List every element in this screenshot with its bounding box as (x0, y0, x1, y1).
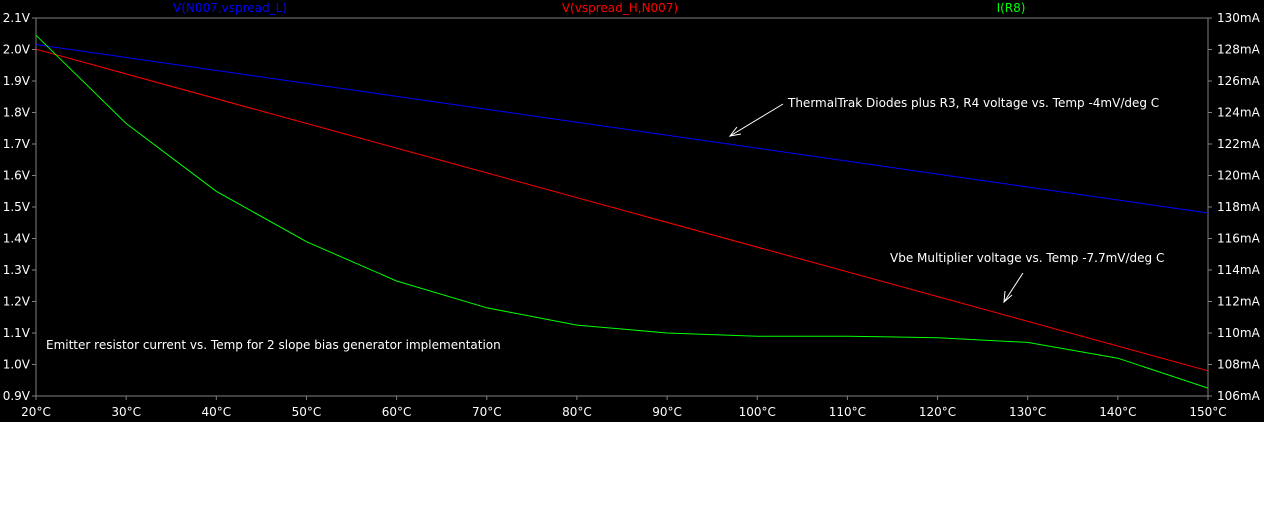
series-line-1[interactable] (35, 48, 1209, 372)
y-left-tick-label: 0.9V (3, 389, 31, 403)
y-left-tick-label: 1.2V (3, 295, 31, 309)
annotation-arrow-1 (1003, 272, 1024, 303)
annotation-arrow-0 (729, 103, 784, 137)
legend-series-2[interactable]: I(R8) (997, 1, 1026, 15)
x-tick-label: 150°C (1189, 405, 1226, 419)
x-tick-label: 60°C (382, 405, 412, 419)
y-right-tick-label: 128mA (1217, 43, 1261, 57)
y-right-tick-label: 112mA (1217, 295, 1261, 309)
y-right-tick-label: 110mA (1217, 326, 1261, 340)
x-tick-label: 40°C (201, 405, 231, 419)
x-tick-label: 140°C (1099, 405, 1136, 419)
y-left-tick-label: 1.8V (3, 106, 31, 120)
x-tick-label: 130°C (1009, 405, 1046, 419)
x-tick-label: 30°C (111, 405, 141, 419)
annotation-arrowhead-1 (1003, 290, 1013, 304)
y-left-tick-label: 1.5V (3, 200, 31, 214)
y-right-tick-label: 124mA (1217, 106, 1261, 120)
x-tick-label: 80°C (562, 405, 592, 419)
legend-series-1[interactable]: V(vspread_H,N007) (562, 1, 678, 15)
y-right-tick-label: 122mA (1217, 137, 1261, 151)
legend-series-0[interactable]: V(N007,vspread_L) (173, 1, 287, 15)
x-tick-label: 20°C (21, 405, 51, 419)
y-right-tick-label: 106mA (1217, 389, 1261, 403)
y-left-tick-label: 1.9V (3, 74, 31, 88)
y-right-tick-label: 116mA (1217, 232, 1261, 246)
series-layer (35, 34, 1209, 389)
annotation-emitter-current: Emitter resistor current vs. Temp for 2 … (46, 338, 501, 352)
y-left-tick-label: 1.1V (3, 326, 31, 340)
x-tick-label: 100°C (739, 405, 776, 419)
y-left-tick-label: 2.1V (3, 11, 31, 25)
y-left-tick-label: 1.7V (3, 137, 31, 151)
y-left-tick-label: 1.6V (3, 169, 31, 183)
annotation-vbe-multiplier: Vbe Multiplier voltage vs. Temp -7.7mV/d… (890, 251, 1164, 265)
tick-layer: 20°C 30°C 40°C 50°C 60°C 70°C 80°C 90°C 100°C 110… (3, 11, 1261, 419)
plot-area: 20°C 30°C 40°C 50°C 60°C 70°C 80°C 90°C 100°C 110… (0, 0, 1264, 422)
y-right-tick-label: 130mA (1217, 11, 1261, 25)
series-line-0[interactable] (35, 44, 1209, 214)
y-left-tick-label: 1.4V (3, 232, 31, 246)
annotation-arrowhead-0 (728, 126, 742, 137)
x-tick-label: 120°C (919, 405, 956, 419)
y-left-tick-label: 2.0V (3, 43, 31, 57)
x-tick-label: 70°C (472, 405, 502, 419)
y-right-tick-label: 114mA (1217, 263, 1261, 277)
x-tick-label: 50°C (292, 405, 322, 419)
y-right-tick-label: 120mA (1217, 169, 1261, 183)
plot-background (0, 0, 1264, 422)
x-tick-label: 90°C (652, 405, 682, 419)
y-right-tick-label: 108mA (1217, 358, 1261, 372)
annotation-thermaltrak: ThermalTrak Diodes plus R3, R4 voltage v… (787, 96, 1159, 110)
y-left-tick-label: 1.0V (3, 358, 31, 372)
y-right-tick-label: 118mA (1217, 200, 1261, 214)
series-line-2[interactable] (35, 34, 1209, 389)
y-left-tick-label: 1.3V (3, 263, 31, 277)
y-right-tick-label: 126mA (1217, 74, 1261, 88)
x-tick-label: 110°C (829, 405, 866, 419)
